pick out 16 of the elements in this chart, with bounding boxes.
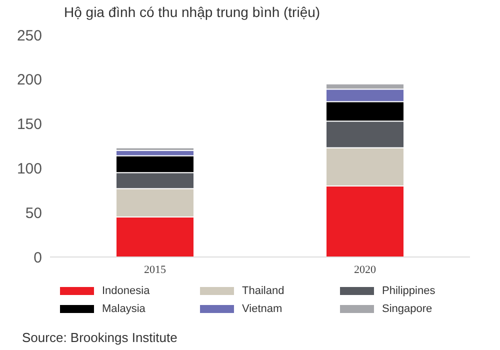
legend-label: Philippines [382,285,436,297]
y-tick-label: 250 [16,27,42,44]
source-note: Source: Brookings Institute [22,330,178,345]
y-tick-label: 150 [16,116,42,134]
legend-label: Malaysia [102,303,146,315]
legend-label: Singapore [382,303,432,315]
x-tick-label: 2015 [144,264,166,276]
y-tick-label: 100 [16,160,42,178]
y-tick-label: 200 [16,72,42,89]
y-tick-label: 50 [25,204,42,222]
legend-label: Vietnam [242,303,282,315]
legend-label: Indonesia [102,285,150,297]
x-tick-label: 2020 [354,264,376,276]
y-tick-label: 0 [34,249,42,266]
chart-title: Hộ gia đình có thu nhập trung bình (triệu) [64,4,320,20]
legend-label: Thailand [242,285,284,297]
